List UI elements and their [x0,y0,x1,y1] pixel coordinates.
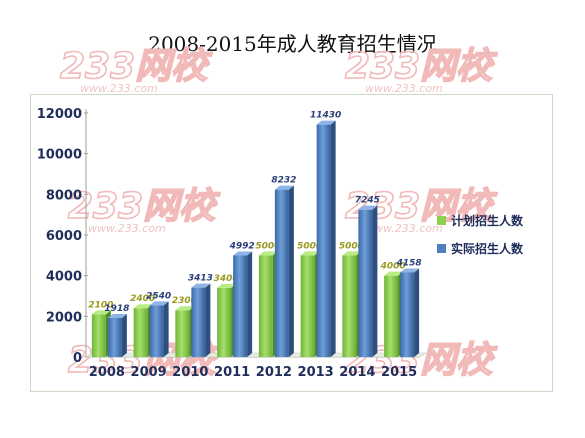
bar-top [149,301,169,306]
legend-swatch [437,216,446,225]
bar-actual [316,124,331,357]
legend-label: 计划招生人数 [451,213,524,228]
bar-top [400,268,420,273]
bar-side [330,120,336,357]
bar-actual [358,209,373,357]
bar-top [217,283,237,288]
y-tick-label: 12000 [37,107,82,122]
bar-planned [384,275,399,357]
y-tick-label: 6000 [46,229,82,244]
bar-top [133,304,153,309]
bar-planned [217,287,232,357]
data-label: 2300 [172,296,197,306]
bar-planned [342,255,357,357]
data-label: 5000 [297,241,322,251]
data-label: 11430 [310,111,341,121]
watermark-url: www.233.com [365,222,443,235]
bar-planned [300,255,315,357]
data-label: 4158 [396,258,422,268]
bar-top [233,251,253,256]
bar-side [372,205,378,357]
watermark-url: www.233.com [365,82,443,95]
y-tick-label: 0 [73,351,82,366]
data-label: 4992 [229,241,255,251]
bar-top [300,251,320,256]
x-tick-label: 2011 [214,365,250,380]
data-label: 8232 [271,176,296,186]
data-label: 3413 [188,274,213,284]
bar-side [247,251,253,357]
data-label: 2100 [88,300,113,310]
chart-title: 2008-2015年成人教育招生情况 [148,32,437,56]
bar-planned [91,314,106,357]
bar-actual [149,305,164,357]
bar-top [316,120,336,125]
bar-planned [175,310,190,357]
bar-top [258,251,278,256]
bar-top [91,310,111,315]
bar-side [205,283,211,357]
data-label: 5000 [255,241,280,251]
y-tick-label: 8000 [46,188,82,203]
bar-top [191,283,211,288]
watermark-logo: 233网校 [345,46,498,87]
watermark-url: www.233.com [88,222,166,235]
legend-label: 实际招生人数 [451,241,524,256]
data-label: 2400 [130,294,155,304]
y-tick-label: 2000 [46,310,82,325]
bar-side [414,268,420,357]
data-label: 2540 [146,291,171,301]
x-tick-label: 2015 [381,365,417,380]
data-label: 7245 [355,196,380,206]
y-tick-label: 4000 [46,270,82,285]
bar-planned [258,255,273,357]
x-tick-label: 2009 [131,365,167,380]
bar-planned [133,308,148,357]
bar-actual [274,189,289,357]
watermark-url: www.233.com [80,82,158,95]
bar-actual [233,255,248,357]
bar-top [175,306,195,311]
x-tick-label: 2012 [256,365,292,380]
bar-top [384,271,404,276]
data-label: 1918 [104,304,129,314]
legend-swatch [437,244,446,253]
data-label: 5000 [339,241,364,251]
bar-actual [400,272,415,357]
bar-side [163,301,169,357]
x-tick-label: 2010 [172,365,208,380]
y-tick-label: 10000 [37,148,82,163]
data-label: 3400 [214,274,239,284]
x-tick-label: 2008 [89,365,125,380]
x-tick-label: 2013 [298,365,334,380]
bar-actual [107,318,122,357]
bar-side [288,185,294,357]
data-label: 4000 [380,262,406,272]
bar-top [342,251,362,256]
bar-side [121,314,127,357]
bar-top [274,185,294,190]
watermark-logo: 233网校 [60,46,213,87]
bar-actual [191,287,206,357]
bar-top [358,205,378,210]
x-tick-label: 2014 [339,365,375,380]
watermark-logo: 233网校 [68,186,221,227]
bar-top [107,314,127,319]
